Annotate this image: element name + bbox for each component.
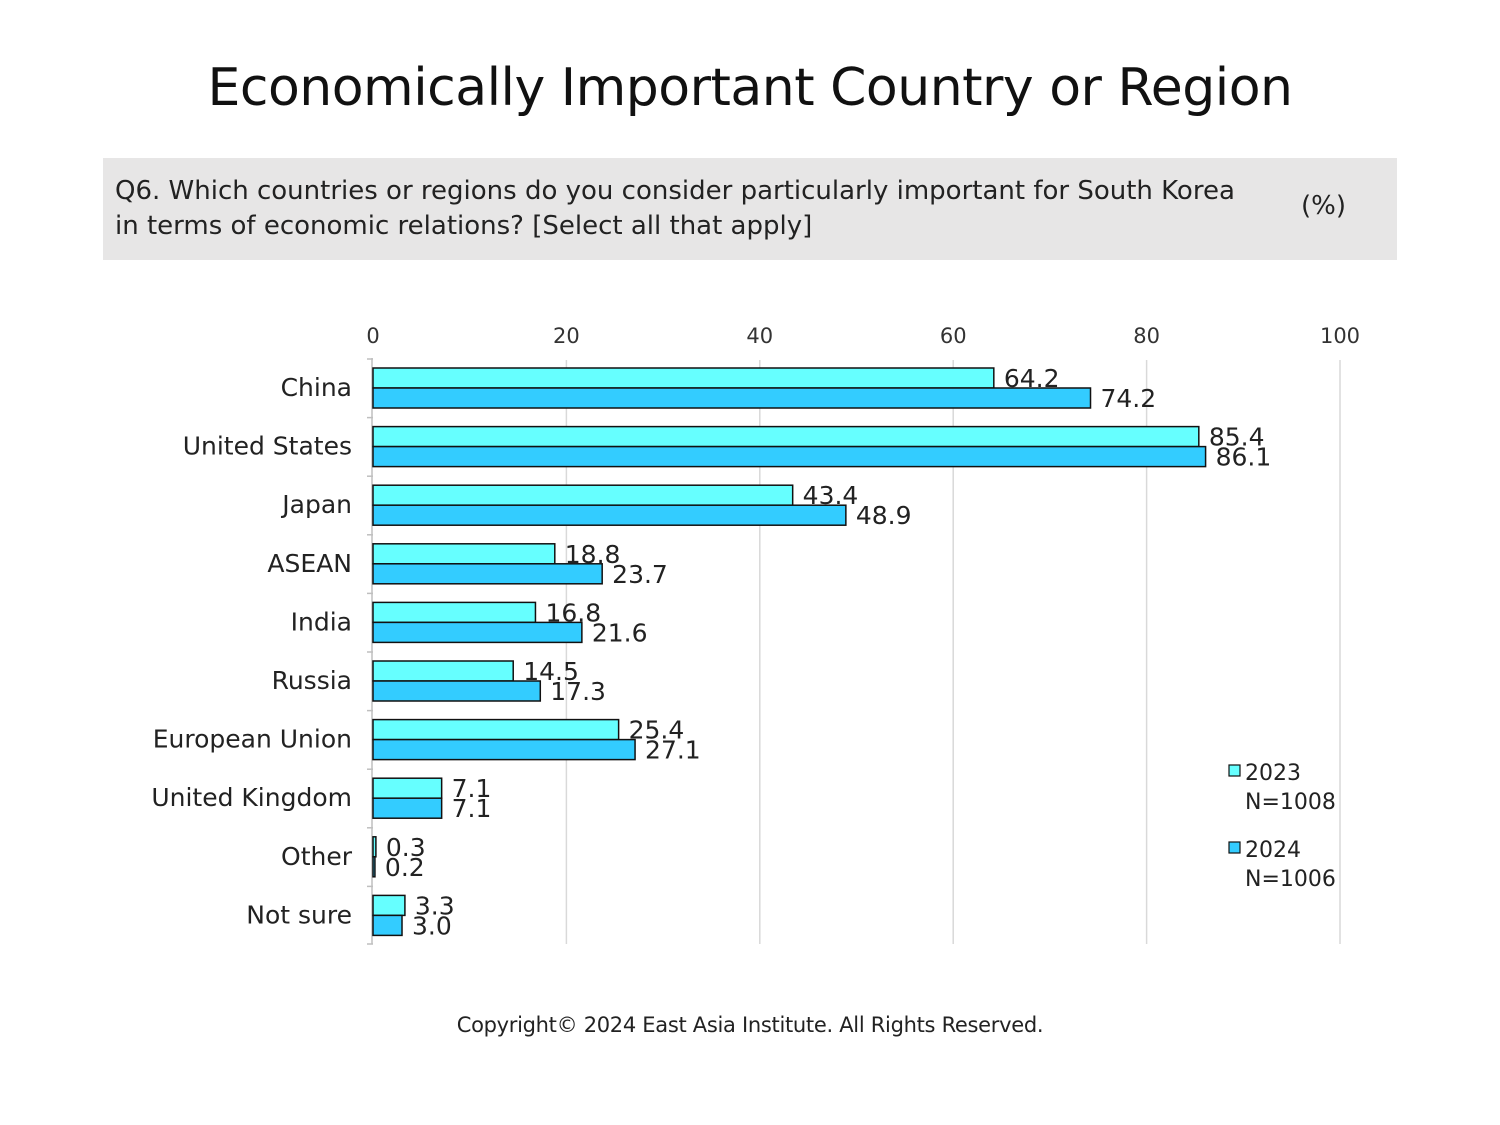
data-label: 3.0 bbox=[412, 911, 452, 940]
x-tick-label: 100 bbox=[1320, 324, 1360, 348]
category-label: ASEAN bbox=[267, 549, 352, 578]
bar bbox=[372, 543, 556, 565]
bar bbox=[372, 425, 1200, 448]
legend-label: 2024 bbox=[1245, 838, 1301, 863]
bar bbox=[372, 836, 377, 858]
data-label: 27.1 bbox=[645, 736, 701, 765]
data-label: 74.2 bbox=[1101, 384, 1157, 413]
question-text: Q6. Which countries or regions do you co… bbox=[115, 176, 1235, 241]
unit-label: (%) bbox=[1301, 191, 1346, 221]
category-label: Russia bbox=[272, 666, 352, 695]
bar bbox=[372, 718, 620, 741]
data-label: 25.4 bbox=[629, 716, 685, 745]
data-label: 21.6 bbox=[592, 618, 648, 647]
page-title: Economically Important Country or Region bbox=[207, 58, 1293, 118]
copyright-footer: Copyright© 2024 East Asia Institute. All… bbox=[456, 1013, 1044, 1037]
x-tick-label: 40 bbox=[746, 324, 773, 348]
bar bbox=[372, 445, 1207, 468]
x-tick-label: 20 bbox=[553, 324, 580, 348]
x-tick-label: 60 bbox=[940, 324, 967, 348]
data-label: 17.3 bbox=[550, 677, 606, 706]
bar bbox=[372, 660, 514, 682]
bar bbox=[372, 914, 403, 937]
legend-label: 2023 bbox=[1245, 761, 1301, 786]
category-label: Not sure bbox=[246, 900, 352, 929]
legend-note: N=1006 bbox=[1245, 867, 1336, 892]
category-label: India bbox=[291, 607, 352, 636]
category-label: United States bbox=[183, 432, 352, 461]
bar bbox=[372, 367, 995, 389]
bar bbox=[372, 738, 636, 761]
bar bbox=[372, 387, 1092, 409]
x-tick-label: 80 bbox=[1133, 324, 1160, 348]
category-label: United Kingdom bbox=[151, 783, 352, 812]
bar bbox=[372, 621, 583, 644]
bar bbox=[372, 797, 443, 819]
data-label: 23.7 bbox=[612, 560, 668, 589]
data-label: 86.1 bbox=[1216, 443, 1272, 472]
bar bbox=[372, 563, 603, 585]
category-label: China bbox=[281, 373, 352, 402]
legend-swatch bbox=[1228, 764, 1241, 777]
data-label: 7.1 bbox=[452, 774, 492, 803]
bar bbox=[372, 894, 406, 917]
bar bbox=[372, 856, 376, 878]
data-label: 0.3 bbox=[386, 833, 426, 862]
bar bbox=[372, 484, 794, 506]
category-label: European Union bbox=[153, 725, 352, 754]
data-label: 85.4 bbox=[1209, 423, 1265, 452]
data-label: 3.3 bbox=[415, 891, 455, 920]
data-label: 0.2 bbox=[385, 853, 425, 882]
x-tick-label: 0 bbox=[366, 324, 379, 348]
bar bbox=[372, 601, 537, 624]
data-label: 48.9 bbox=[856, 501, 912, 530]
bar bbox=[372, 680, 542, 702]
legend-note: N=1008 bbox=[1245, 790, 1336, 815]
category-label: Other bbox=[281, 842, 353, 871]
data-label: 7.1 bbox=[452, 794, 492, 823]
legend-swatch bbox=[1228, 841, 1241, 854]
question-box: Q6. Which countries or regions do you co… bbox=[103, 158, 1397, 260]
bar bbox=[372, 777, 443, 799]
category-label: Japan bbox=[280, 490, 352, 519]
bar bbox=[372, 504, 847, 526]
